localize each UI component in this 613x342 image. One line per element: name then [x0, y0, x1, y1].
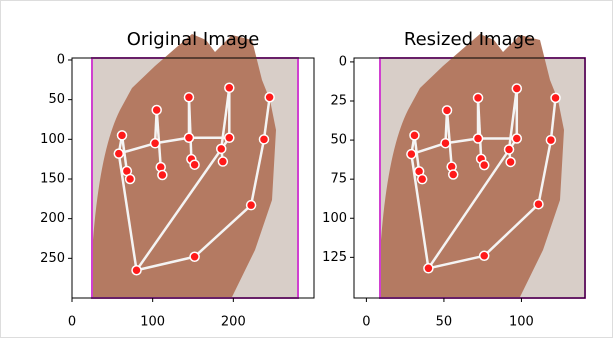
landmark [190, 252, 199, 261]
landmark [225, 133, 234, 142]
y-tick-label: 50 [330, 133, 347, 148]
landmark [184, 133, 193, 142]
landmark [505, 145, 514, 154]
y-tick-label: 200 [40, 211, 65, 226]
y-tick-label: 75 [330, 172, 347, 187]
figure: Original Image0100200050100150200250Resi… [0, 0, 613, 338]
landmark [265, 93, 274, 102]
landmark [118, 131, 127, 140]
landmark [152, 105, 161, 114]
x-tick-label: 0 [362, 315, 370, 330]
landmark [506, 157, 515, 166]
landmark [449, 170, 458, 179]
landmark [410, 131, 419, 140]
x-tick-label: 100 [140, 315, 165, 330]
landmark [418, 175, 427, 184]
y-tick-label: 100 [322, 211, 347, 226]
x-tick-label: 50 [436, 315, 453, 330]
landmark [126, 174, 135, 183]
x-tick-label: 100 [509, 315, 534, 330]
y-tick-label: 0 [57, 52, 65, 67]
y-tick-label: 0 [339, 54, 347, 69]
landmark [441, 139, 450, 148]
landmark [190, 160, 199, 169]
landmark [225, 83, 234, 92]
landmark [151, 139, 160, 148]
landmark [480, 161, 489, 170]
landmark [474, 134, 483, 143]
y-tick-label: 50 [48, 92, 65, 107]
landmark [259, 135, 268, 144]
x-tick-label: 200 [221, 315, 246, 330]
landmark [480, 251, 489, 260]
landmark [443, 106, 452, 115]
landmark [534, 200, 543, 209]
landmark [218, 157, 227, 166]
y-tick-label: 25 [330, 93, 347, 108]
landmark [424, 264, 433, 273]
landmark [512, 84, 521, 93]
y-tick-label: 100 [40, 132, 65, 147]
landmark [114, 149, 123, 158]
y-tick-label: 125 [322, 250, 347, 265]
landmark [546, 136, 555, 145]
landmark [474, 93, 483, 102]
landmark [217, 144, 226, 153]
landmark [132, 266, 141, 275]
landmark [407, 150, 416, 159]
landmark [158, 171, 167, 180]
chart-title: Original Image [127, 29, 260, 50]
chart-title: Resized Image [404, 29, 535, 50]
y-tick-label: 150 [40, 171, 65, 186]
landmark [184, 93, 193, 102]
y-tick-label: 250 [40, 251, 65, 266]
landmark [551, 93, 560, 102]
landmark [247, 201, 256, 210]
x-tick-label: 0 [68, 315, 76, 330]
landmark [512, 134, 521, 143]
